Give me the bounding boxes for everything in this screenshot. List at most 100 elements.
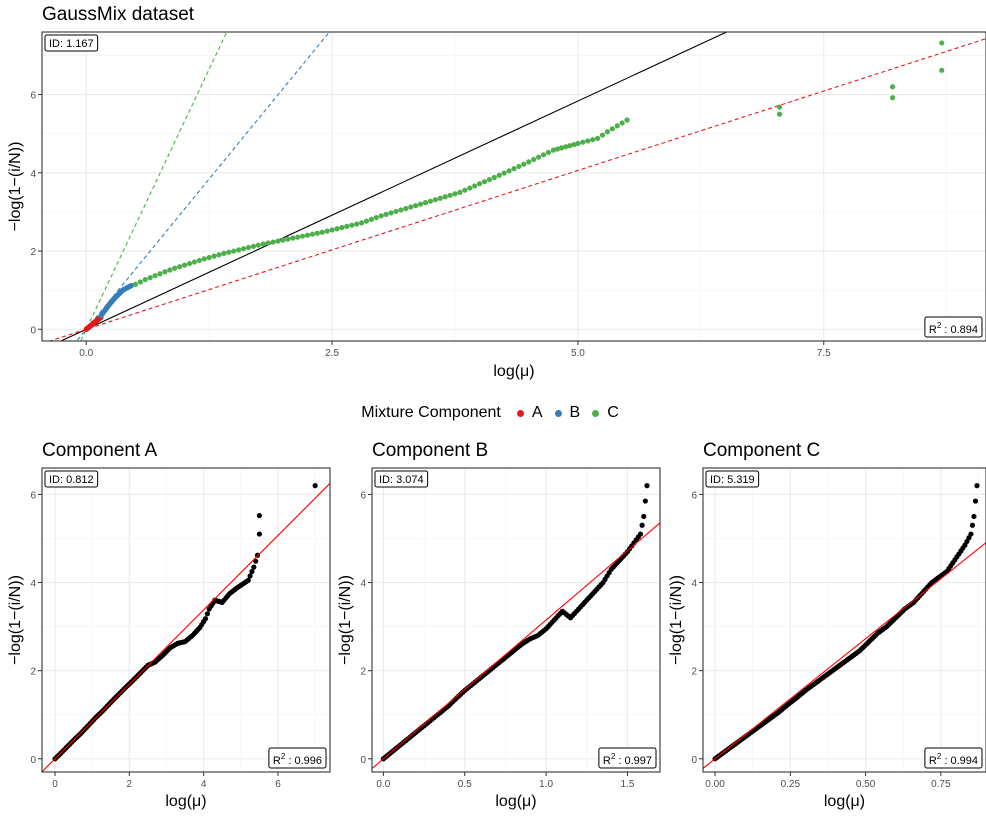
data-point-c [467,185,473,191]
panel-border [41,31,986,342]
r2-prefix: R [603,755,611,767]
data-point [251,564,257,570]
data-point [204,611,210,617]
data-point-c [571,141,577,148]
r2-superscript: 2 [937,321,942,330]
legend-title: Mixture Component [361,404,501,421]
legend-item-a: A [516,404,543,422]
y-axis-label: −log(1−(i/N)) [668,575,685,665]
fit-line [42,482,330,772]
x-tick-label: 0.00 [705,779,725,790]
data-point-c [295,234,301,240]
data-point-c [452,191,458,197]
data-point [968,531,974,537]
x-tick-label: 4 [201,779,207,790]
data-point-c [447,192,453,198]
data-point [247,573,253,579]
plot-panel-3: 0.00 0.25 0.50 0.75 0 2 4 6 log(μ) −log(1−(i/N)) I… [668,467,986,810]
x-axis-label: log(μ) [493,363,534,380]
r2-label-text: R2 : 0.997 [603,752,652,767]
r2-separator: : [285,755,294,767]
plot-area [48,32,986,341]
y-tick-label: 4 [30,169,36,180]
data-point-c [221,250,227,256]
data-point-c [594,135,601,141]
data-point-c [358,220,365,226]
panel-border [371,467,661,773]
x-tick-label: 2.5 [325,348,339,359]
data-point-c [889,95,896,101]
data-point-c [590,137,596,143]
y-tick-label: 0 [691,755,697,766]
data-point-c [388,210,394,216]
data-point-c [231,248,237,254]
data-point-c [427,198,434,204]
id-label-box [44,470,99,488]
legend-item-b: B [554,404,580,422]
y-tick-label: 2 [691,667,697,678]
r2-prefix: R [929,324,937,336]
r2-label-text: R2 : 0.996 [273,752,322,767]
data-point-c [563,144,569,150]
r2-value: 0.894 [950,324,978,336]
data-point-c [535,154,542,160]
r2-label: R2 : 0.994 [924,747,983,769]
x-tick-label: 0.0 [79,348,93,359]
x-tick-label: 0.0 [376,779,390,790]
data-point-b [128,282,135,289]
x-tick-label: 5.0 [571,348,585,359]
data-point-c [186,260,193,267]
data-point-c [585,138,591,144]
r2-separator: : [615,755,624,767]
x-tick-label: 0.25 [781,779,801,790]
data-point-c [255,242,261,248]
id-label-text: ID: 3.074 [379,474,424,486]
data-point-c [275,238,281,244]
grid [42,32,986,341]
fit-line [372,522,660,769]
x-axis-label: log(μ) [495,793,536,810]
id-label: ID: 5.319 [705,470,760,488]
data-point [245,577,251,583]
reference-line-2 [75,32,331,341]
legend-swatch-b [554,409,562,417]
data-point-c [314,230,320,236]
panel-border [41,467,331,773]
data-point-c [393,208,399,215]
data-point-c [290,235,296,241]
r2-label-box [598,747,657,769]
reference-line-1 [48,38,986,341]
data-point [256,512,262,519]
y-tick-label: 6 [30,91,36,102]
data-point-c [442,194,448,200]
data-point-c [496,172,502,178]
data-point-c [408,204,414,210]
x-tick-label: 1.0 [539,779,553,790]
data-point [256,531,262,537]
id-label: ID: 3.074 [374,470,429,488]
data-point-c [245,244,252,251]
plot-panel-0: 0.0 2.5 5.0 7.5 0 2 4 6 log(μ) −log(1−(i/N)) ID: 1… [7,31,986,380]
r2-label-box [268,747,327,769]
data-point [641,513,647,520]
id-label-text: ID: 5.319 [710,474,755,486]
data-point-c [554,146,561,152]
data-point-c [167,267,173,273]
data-point-c [516,163,522,170]
plot-area [42,482,330,772]
y-axis-label: −log(1−(i/N)) [7,142,24,232]
data-point-c [339,224,345,231]
data-point-c [240,246,247,252]
x-tick-label: 0 [52,779,58,790]
data-point-c [604,129,611,135]
y-tick-label: 4 [691,579,697,590]
data-point-c [280,237,286,243]
data-point-c [329,227,335,233]
chart-title-gaussmix: GaussMix dataset [42,4,195,25]
r2-label-text: R2 : 0.894 [929,321,978,336]
data-point-c [285,236,291,242]
data-point [974,483,980,489]
data-point-c [398,207,404,213]
